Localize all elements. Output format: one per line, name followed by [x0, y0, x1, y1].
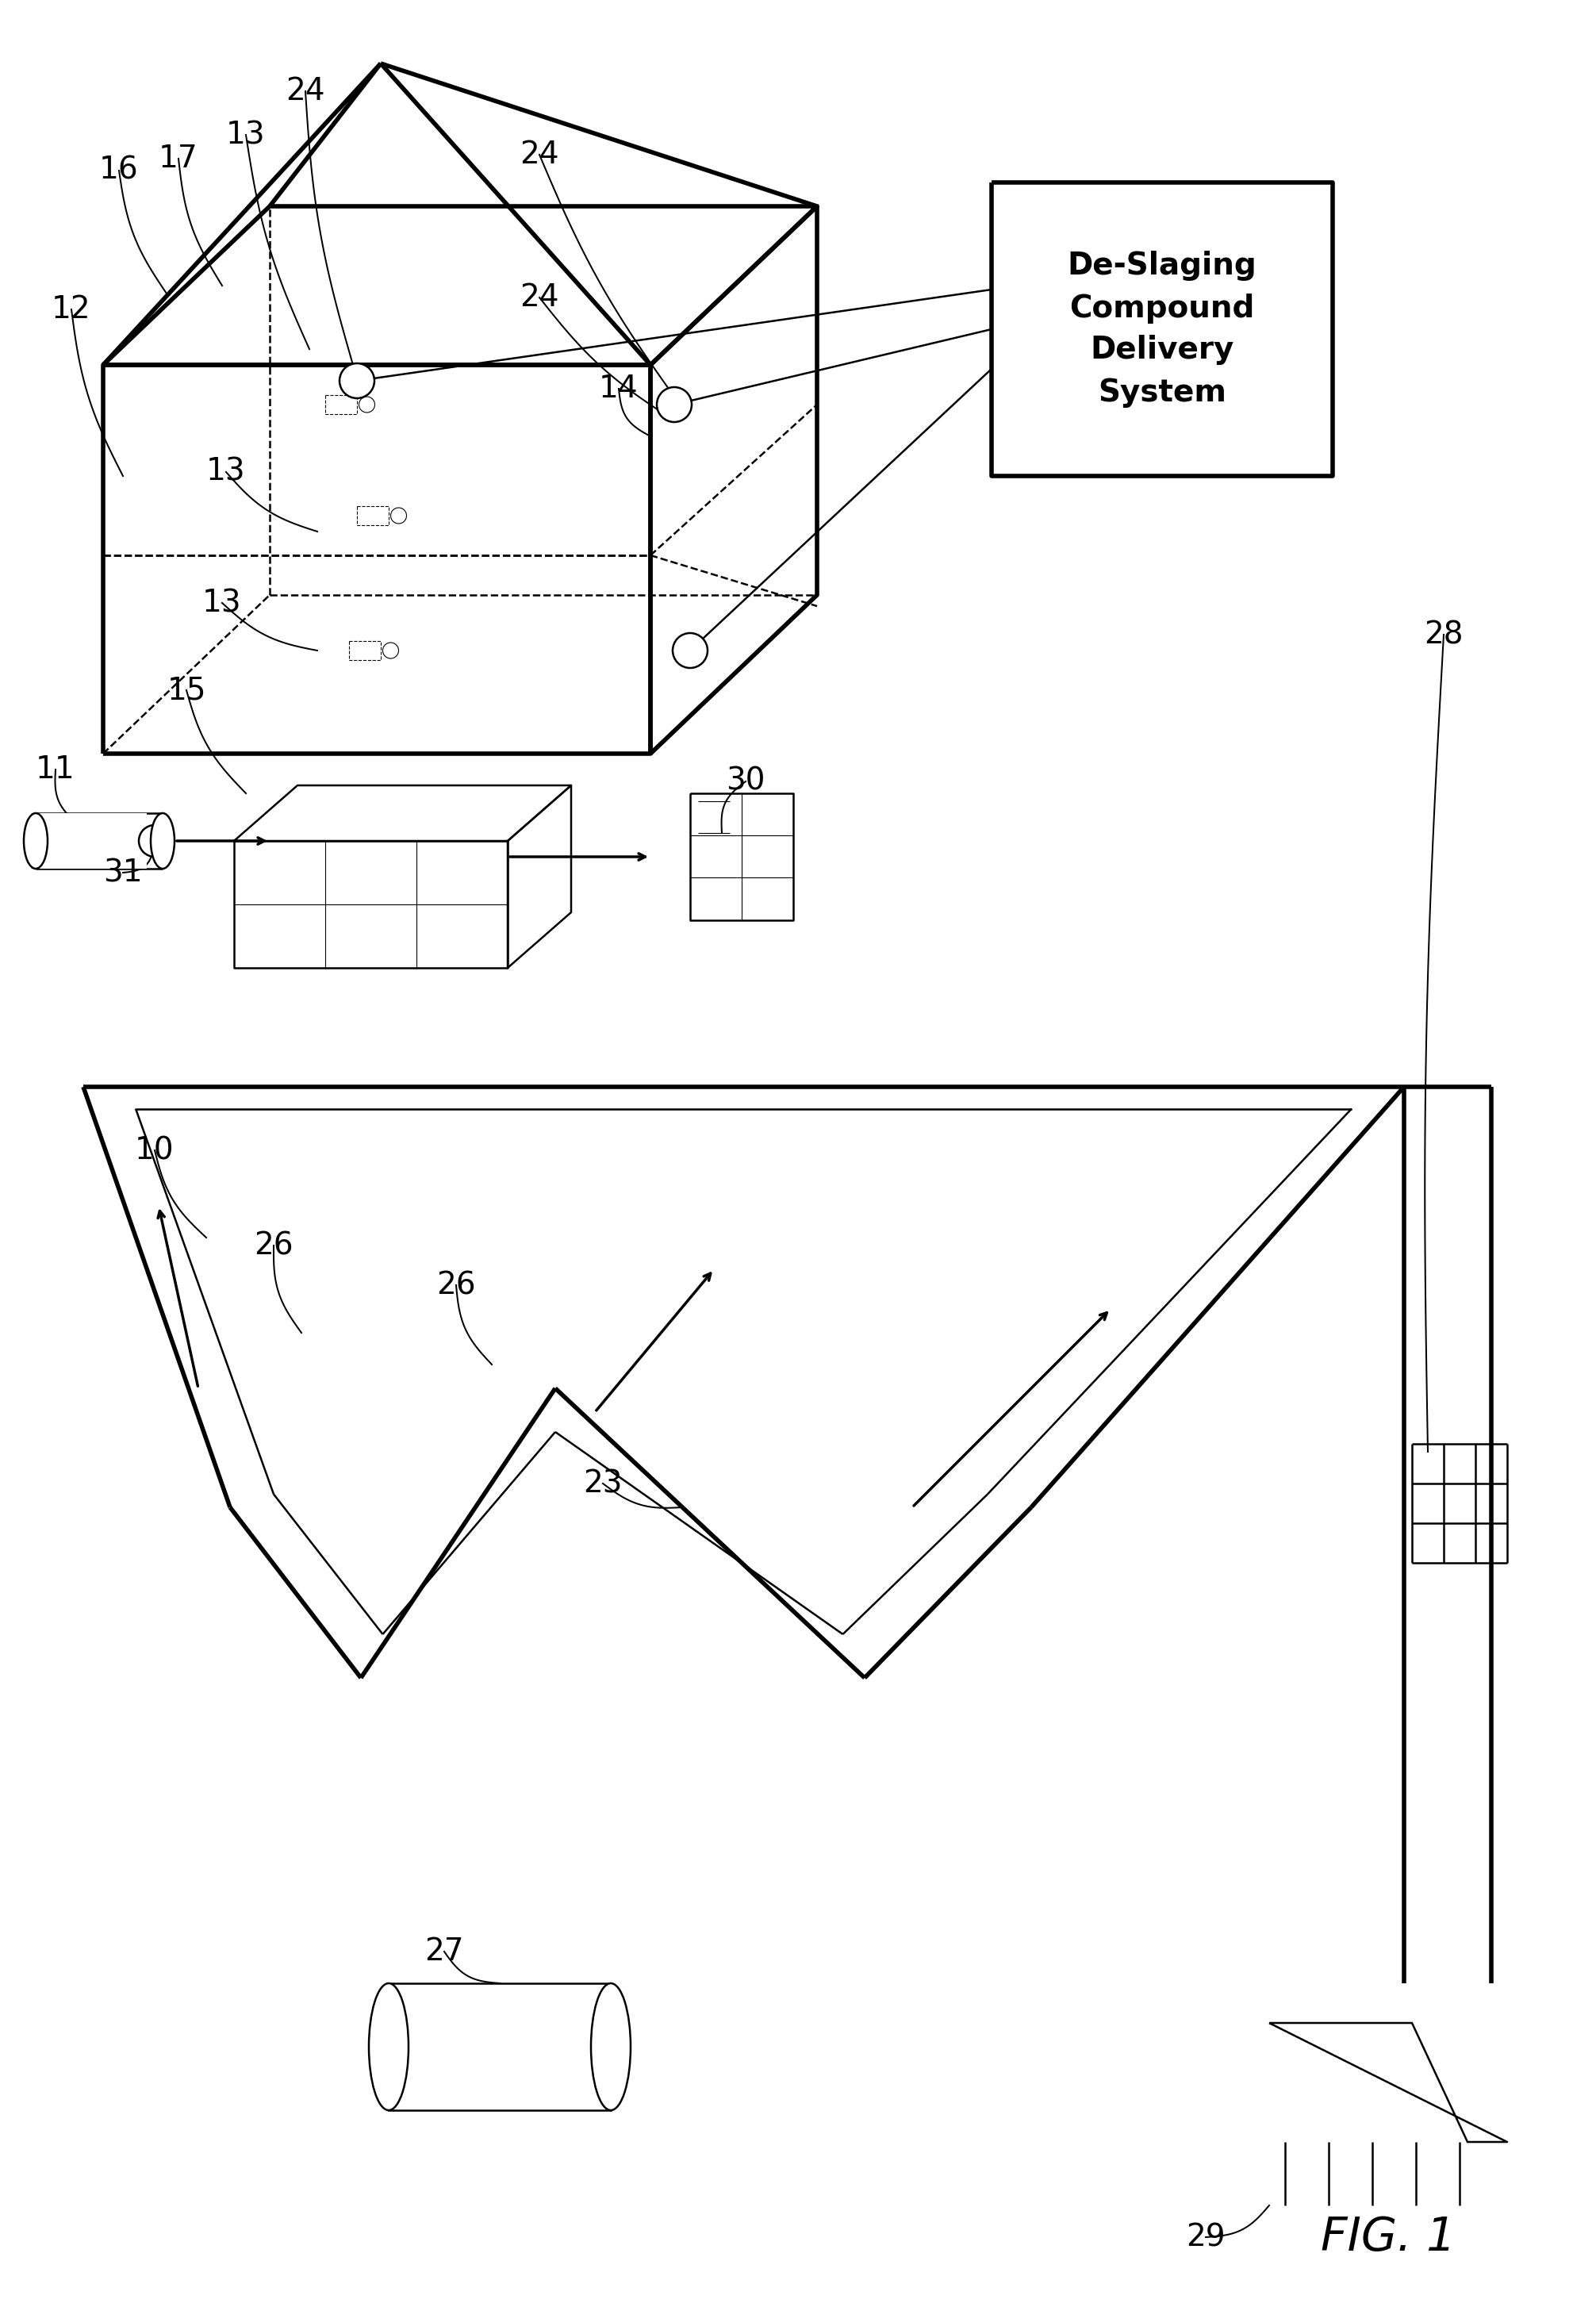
Text: 10: 10 — [136, 1135, 174, 1165]
Text: 13: 13 — [203, 587, 241, 617]
Text: 30: 30 — [726, 767, 764, 797]
Text: 12: 12 — [51, 295, 91, 325]
Text: 24: 24 — [520, 140, 559, 170]
Ellipse shape — [591, 1983, 630, 2110]
Text: 31: 31 — [104, 857, 142, 887]
Ellipse shape — [24, 813, 48, 868]
Ellipse shape — [150, 813, 174, 868]
Text: 15: 15 — [166, 675, 206, 705]
Circle shape — [672, 633, 707, 668]
Circle shape — [139, 824, 171, 857]
Circle shape — [340, 364, 375, 398]
Text: 27: 27 — [425, 1937, 464, 1967]
Circle shape — [359, 396, 375, 412]
Text: 14: 14 — [598, 373, 638, 403]
Text: 29: 29 — [1186, 2222, 1226, 2252]
Text: 23: 23 — [583, 1469, 622, 1499]
Circle shape — [658, 387, 691, 421]
Bar — [389, 1983, 611, 2110]
Text: 24: 24 — [520, 283, 559, 313]
Text: 17: 17 — [158, 143, 198, 173]
Text: 13: 13 — [206, 456, 246, 488]
Text: 28: 28 — [1424, 620, 1464, 649]
Text: De-Slaging
Compound
Delivery
System: De-Slaging Compound Delivery System — [1068, 251, 1256, 408]
Text: 26: 26 — [254, 1230, 294, 1260]
Circle shape — [383, 643, 399, 659]
Circle shape — [391, 507, 407, 523]
Ellipse shape — [369, 1983, 409, 2110]
Text: 16: 16 — [99, 157, 139, 187]
Text: 11: 11 — [35, 755, 75, 785]
Text: FIG. 1: FIG. 1 — [1320, 2215, 1456, 2259]
Text: 24: 24 — [286, 76, 326, 106]
Bar — [35, 813, 147, 868]
Text: 26: 26 — [436, 1269, 476, 1301]
Text: 13: 13 — [227, 120, 265, 150]
